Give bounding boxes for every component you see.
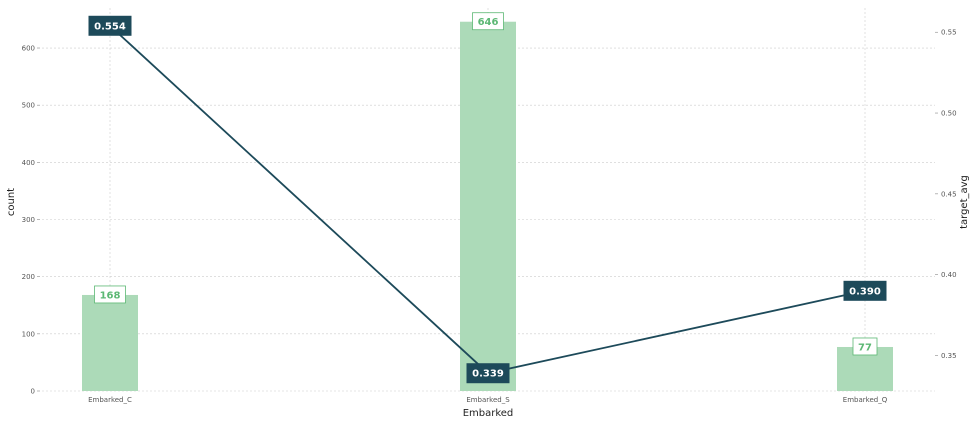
grid-lines xyxy=(42,8,935,392)
line-label-text: 0.554 xyxy=(94,21,126,32)
y-tick-label: 500 xyxy=(22,102,35,110)
y2-tick-label: 0.50 xyxy=(941,110,957,118)
bar-label-box xyxy=(472,12,504,31)
y2-tick-label: 0.55 xyxy=(941,29,957,37)
data-labels: 168 646 77 0.554 0.339 0.390 xyxy=(88,12,887,384)
bar-label-text: 77 xyxy=(858,342,872,353)
axes: 0 100 200 300 400 500 600 0.35 0.40 0.45 0.50 0.55 E… xyxy=(22,29,957,404)
line-label-box xyxy=(843,280,887,301)
bar-label-text: 168 xyxy=(100,290,121,301)
y-tick-label: 100 xyxy=(22,330,35,338)
line-data-label: 0.554 xyxy=(88,15,132,36)
y-tick-label: 0 xyxy=(31,388,35,396)
bar xyxy=(460,21,516,392)
x-tick-label: Embarked_C xyxy=(88,396,132,404)
bar-label-text: 646 xyxy=(478,17,499,28)
y-tick-label: 200 xyxy=(22,273,35,281)
line-data-label: 0.390 xyxy=(843,280,887,301)
y2-axis-label: target_avg xyxy=(959,175,970,229)
bar xyxy=(82,294,138,391)
bar-data-label: 77 xyxy=(852,337,878,356)
line-label-text: 0.390 xyxy=(849,286,881,297)
line-label-text: 0.339 xyxy=(472,369,504,380)
bar-label-box xyxy=(94,285,126,304)
y-axis-label: count xyxy=(6,188,17,216)
y-tick-label: 600 xyxy=(22,45,35,53)
bar-data-label: 168 xyxy=(94,285,126,304)
x-tick-label: Embarked_S xyxy=(466,396,510,404)
x-tick-label: Embarked_Q xyxy=(843,396,888,404)
y2-tick-label: 0.35 xyxy=(941,352,957,360)
y2-tick-label: 0.40 xyxy=(941,271,957,279)
line-label-box xyxy=(88,15,132,36)
bar-data-label: 646 xyxy=(472,12,504,31)
y-tick-label: 300 xyxy=(22,216,35,224)
bar-label-box xyxy=(852,337,878,356)
line-data-label: 0.339 xyxy=(466,363,510,384)
y2-tick-label: 0.45 xyxy=(941,190,957,198)
y-tick-label: 400 xyxy=(22,159,35,167)
line-label-box xyxy=(466,363,510,384)
x-axis-label: Embarked xyxy=(463,408,514,419)
bars xyxy=(82,21,893,392)
